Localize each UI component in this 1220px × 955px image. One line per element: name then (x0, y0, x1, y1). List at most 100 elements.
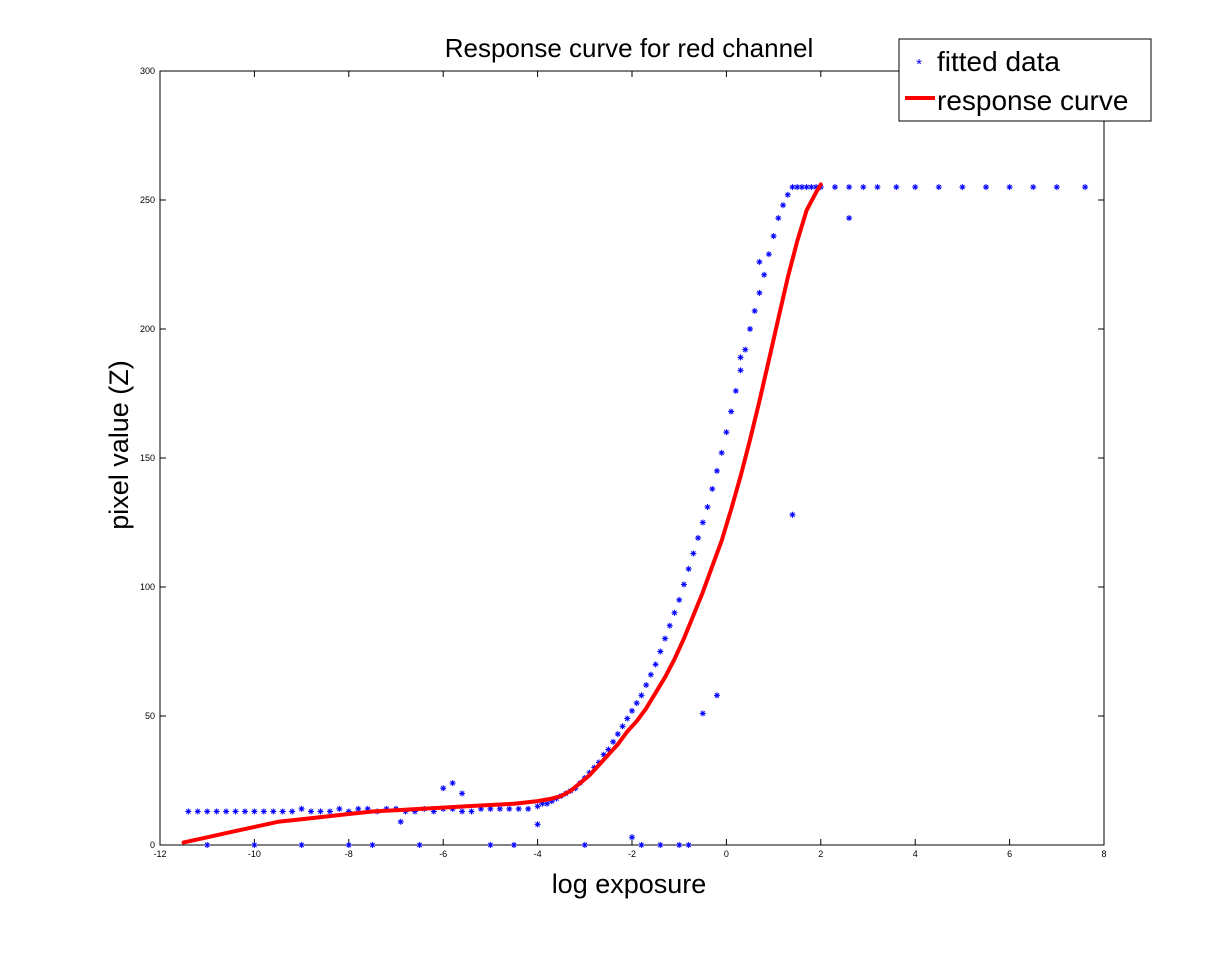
scatter-point (1006, 184, 1013, 191)
scatter-point (647, 671, 654, 678)
scatter-point (718, 449, 725, 456)
scatter-point (732, 387, 739, 394)
scatter-point (624, 715, 631, 722)
x-tick-label: 0 (724, 849, 729, 859)
scatter-point (232, 808, 239, 815)
scatter-point (893, 184, 900, 191)
scatter-point (709, 485, 716, 492)
scatter-point (713, 467, 720, 474)
y-tick-label: 300 (140, 66, 155, 76)
scatter-point (1030, 184, 1037, 191)
x-tick-label: -10 (248, 849, 261, 859)
x-axis-title: log exposure (552, 869, 707, 899)
scatter-point (690, 550, 697, 557)
scatter-point (270, 808, 277, 815)
scatter-point (345, 842, 352, 848)
scatter-point (449, 780, 456, 787)
scatter-point (289, 808, 296, 815)
legend-box (898, 38, 1152, 122)
scatter-point (251, 842, 258, 848)
x-tick-label: -4 (534, 849, 542, 859)
y-tick-label: 150 (140, 453, 155, 463)
scatter-point (317, 808, 324, 815)
chart-title: Response curve for red channel (445, 33, 814, 63)
x-tick-label: 2 (818, 849, 823, 859)
legend-marker-fitted-data: * (916, 56, 922, 73)
scatter-point (737, 367, 744, 374)
scatter-point (685, 565, 692, 572)
scatter-point (713, 692, 720, 699)
x-tick-label: -8 (345, 849, 353, 859)
scatter-point (780, 202, 787, 209)
scatter-point (468, 808, 475, 815)
scatter-point (1053, 184, 1060, 191)
scatter-point (633, 700, 640, 707)
scatter-point (643, 682, 650, 689)
scatter-point (279, 808, 286, 815)
scatter-point (775, 215, 782, 222)
scatter-point (534, 803, 541, 810)
scatter-point (440, 785, 447, 792)
scatter-point (511, 842, 517, 848)
scatter-point (416, 842, 423, 848)
response-curve-line (181, 182, 823, 845)
scatter-point (223, 808, 230, 815)
scatter-point (751, 307, 758, 314)
scatter-point (846, 215, 853, 222)
scatter-point (204, 808, 211, 815)
scatter-point (676, 842, 683, 848)
scatter-point (657, 648, 664, 655)
scatter-point (699, 710, 706, 717)
scatter-point (695, 534, 702, 541)
scatter-point (204, 842, 211, 848)
scatter-point (638, 692, 645, 699)
scatter-point (185, 808, 192, 815)
scatter-point (789, 511, 796, 518)
x-tick-label: -2 (628, 849, 636, 859)
plot-frame (159, 70, 1105, 846)
scatter-point (629, 834, 635, 841)
scatter-point (1082, 184, 1089, 191)
scatter-point (747, 326, 753, 332)
scatter-point (935, 184, 942, 191)
scatter-point (610, 738, 617, 745)
scatter-point (544, 800, 551, 807)
scatter-point (765, 251, 772, 258)
scatter-point (534, 821, 541, 828)
scatter-point (756, 289, 763, 296)
scatter-point (784, 191, 791, 198)
scatter-point (369, 842, 376, 848)
scatter-point (662, 635, 669, 642)
y-tick-label: 100 (140, 582, 155, 592)
scatter-point (506, 805, 513, 812)
scatter-point (241, 808, 248, 815)
ticks-group: -12 -10 -8 -6 -4 -2 0 2 4 6 8 0 50 100 150 200 250 300 (140, 66, 1107, 859)
scatter-point (496, 805, 503, 812)
scatter-point (666, 622, 673, 629)
scatter-point (680, 581, 687, 588)
scatter-point (742, 346, 749, 353)
scatter-point (737, 354, 744, 361)
x-tick-label: -6 (439, 849, 447, 859)
scatter-point (515, 805, 522, 812)
response-curve-group (181, 182, 823, 845)
scatter-point (251, 808, 258, 815)
x-tick-label: 8 (1101, 849, 1106, 859)
scatter-point (355, 805, 362, 812)
scatter-point (704, 504, 711, 511)
scatter-point (723, 429, 730, 436)
y-axis-title: pixel value (Z) (104, 360, 134, 530)
scatter-point (336, 805, 343, 812)
legend-label-fitted-data: fitted data (937, 46, 1060, 77)
scatter-point (831, 184, 838, 191)
scatter-point (308, 808, 315, 815)
scatter-point (298, 805, 305, 812)
scatter-point (487, 842, 494, 848)
scatter-point (983, 184, 989, 191)
scatter-point (912, 184, 919, 191)
y-tick-label: 200 (140, 324, 155, 334)
y-tick-label: 50 (145, 711, 155, 721)
scatter-point (652, 661, 659, 668)
scatter-point (671, 609, 678, 616)
